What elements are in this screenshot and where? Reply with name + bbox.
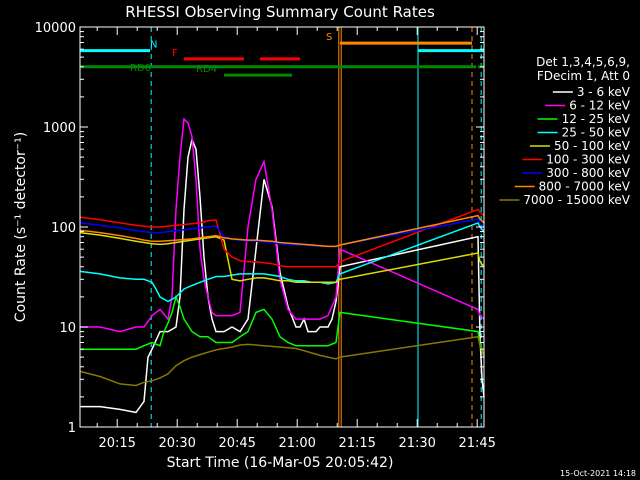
flag-label-f: F <box>172 48 178 59</box>
x-tick-label-6: 21:45 <box>458 436 495 451</box>
series-line-5 <box>79 208 485 268</box>
legend-header-fdecim: FDecim 1, Att 0 <box>537 69 630 83</box>
series-line-2 <box>80 294 485 358</box>
legend: Det 1,3,4,5,6,9, FDecim 1, Att 0 3 - 6 k… <box>499 55 631 207</box>
y-tick-label-4: 10000 <box>35 21 76 36</box>
legend-header-detectors: Det 1,3,4,5,6,9, <box>536 55 630 69</box>
x-tick-label-3: 21:00 <box>278 436 315 451</box>
x-tick-label-1: 20:30 <box>158 436 195 451</box>
x-axis-label: Start Time (16-Mar-05 20:05:42) <box>167 455 394 471</box>
legend-label-7: 800 - 7000 keV <box>539 180 631 194</box>
x-tick-label-5: 21:30 <box>398 436 435 451</box>
legend-label-5: 100 - 300 keV <box>546 153 630 167</box>
flag-label-s: S <box>326 32 332 43</box>
legend-label-6: 300 - 800 keV <box>546 166 630 180</box>
flag-label-n: N <box>150 40 157 51</box>
x-tick-label-2: 20:45 <box>218 436 255 451</box>
series-line-7 <box>79 214 485 248</box>
y-tick-label-3: 1000 <box>43 121 76 136</box>
chart-title: RHESSI Observing Summary Count Rates <box>125 3 435 21</box>
legend-label-1: 6 - 12 keV <box>569 99 631 113</box>
legend-label-0: 3 - 6 keV <box>577 85 631 99</box>
y-tick-label-2: 100 <box>51 221 76 236</box>
legend-label-4: 50 - 100 keV <box>554 139 631 153</box>
legend-label-8: 7000 - 15000 keV <box>523 193 630 207</box>
y-tick-label-1: 10 <box>59 321 76 336</box>
y-axis: 1 10 100 1000 10000 <box>35 21 484 436</box>
plot-area: N F RD0 RD4 S <box>79 27 485 427</box>
series-line-3 <box>79 221 485 303</box>
y-axis-label: Count Rate (s⁻¹ detector⁻¹) <box>13 132 29 322</box>
legend-label-3: 25 - 50 keV <box>562 126 631 140</box>
flag-label-rd0: RD0 <box>130 63 151 74</box>
series-line-8 <box>79 335 485 387</box>
series-line-4 <box>79 231 485 284</box>
x-tick-label-0: 20:15 <box>98 436 135 451</box>
flag-label-rd4: RD4 <box>196 64 217 75</box>
y-tick-label-0: 1 <box>68 421 76 436</box>
series-line-1 <box>80 117 485 333</box>
footer-timestamp: 15-Oct-2021 14:18 <box>560 469 636 478</box>
x-axis: 20:15 20:30 20:45 21:00 21:15 21:30 21:45 <box>96 27 496 451</box>
legend-label-2: 12 - 25 keV <box>562 112 631 126</box>
x-tick-label-4: 21:15 <box>338 436 375 451</box>
series-line-0 <box>80 137 485 414</box>
